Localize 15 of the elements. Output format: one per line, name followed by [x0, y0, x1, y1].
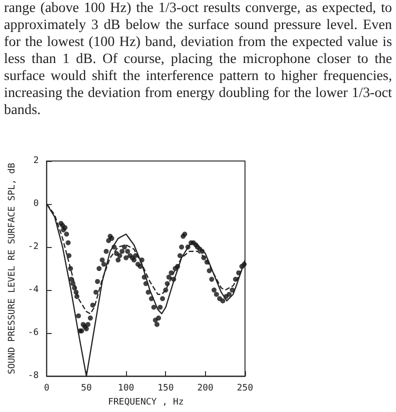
y-tick-label: -6: [28, 328, 39, 338]
y-tick-label: -4: [28, 285, 39, 296]
x-tick-label: 0: [44, 384, 50, 394]
x-tick-label: 150: [158, 384, 174, 394]
text: range (above 100 Hz) the 1/3-oct results converge, as expected, to approximately 3 dB below the surface sound pressure level. Even for the lowest (100 Hz) band, deviation from the expected value is less than 1 dB. Of course, placing the microphone closer to the surface would shift the interference pattern to higher frequencies, increasing the deviation from energy doubling for the lower 1/3-oct bands.: [4, 0, 392, 119]
y-tick-label: -8: [28, 371, 39, 382]
x-axis-title: FREQUENCY , Hz: [108, 398, 184, 408]
y-tick-label: 0: [33, 199, 39, 210]
y-tick-label: 2: [33, 156, 39, 166]
x-tick-label: 50: [80, 384, 92, 394]
x-tick-label: 100: [118, 384, 134, 394]
x-tick-label: 250: [236, 384, 254, 394]
y-tick-label: -2: [28, 242, 39, 252]
x-tick-label: 200: [197, 384, 214, 394]
y-axis-title: SOUND PRESSURE LEVEL RE SURFACE SPL, dB: [8, 162, 18, 374]
